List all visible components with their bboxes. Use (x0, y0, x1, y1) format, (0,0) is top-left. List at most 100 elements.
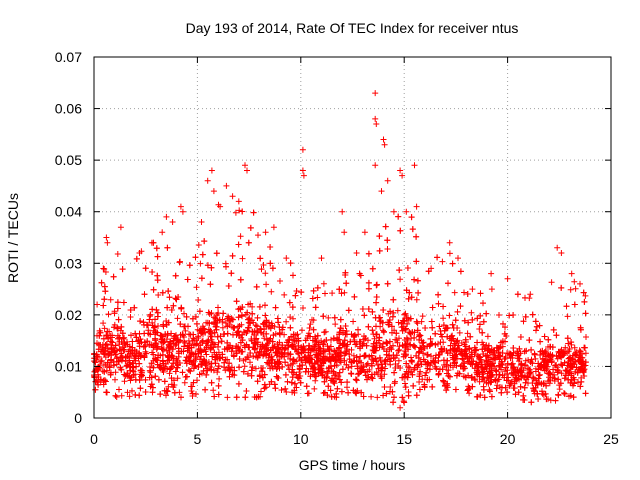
data-point (345, 389, 352, 396)
data-point (263, 323, 270, 330)
data-point (238, 312, 245, 319)
data-point (404, 336, 411, 343)
data-point (416, 333, 423, 340)
data-point (282, 385, 289, 392)
data-point (262, 384, 269, 391)
data-point (405, 369, 412, 376)
data-point (260, 365, 266, 371)
data-point (331, 362, 338, 369)
data-point (476, 354, 483, 361)
data-point (131, 304, 138, 311)
data-point (150, 364, 157, 371)
data-point (454, 337, 461, 344)
x-tick-label: 15 (396, 431, 412, 447)
data-point (336, 369, 343, 376)
data-point (486, 386, 493, 393)
data-point (556, 350, 563, 356)
data-point (283, 339, 290, 346)
data-point (456, 329, 463, 336)
data-point (141, 291, 148, 298)
data-point (293, 346, 300, 353)
data-point (331, 380, 338, 387)
data-point (502, 368, 508, 375)
data-point (258, 266, 265, 273)
data-point (479, 329, 486, 336)
data-point (289, 366, 296, 373)
data-point (244, 354, 251, 361)
data-point (317, 357, 324, 364)
data-point (236, 364, 243, 371)
data-point (440, 315, 447, 322)
data-point (402, 384, 409, 391)
data-point (528, 346, 535, 353)
data-point (323, 337, 330, 344)
y-tick-label: 0.07 (55, 49, 82, 65)
data-point (438, 349, 445, 355)
data-point (309, 295, 316, 302)
data-point (111, 349, 117, 356)
data-point (338, 388, 345, 395)
data-point (279, 349, 286, 356)
data-point (506, 350, 513, 357)
data-point (207, 281, 214, 288)
data-point (95, 381, 102, 388)
data-point (207, 333, 214, 340)
data-point (428, 265, 435, 272)
data-point (111, 324, 117, 331)
data-point (155, 292, 162, 298)
data-point (105, 311, 112, 318)
data-point (368, 374, 375, 381)
data-point (254, 354, 261, 361)
data-point (236, 207, 243, 214)
data-point (380, 136, 387, 143)
data-point (413, 258, 420, 265)
data-point (440, 322, 447, 329)
data-point (580, 289, 587, 296)
data-point (428, 353, 434, 360)
data-point (576, 352, 583, 359)
data-point (198, 275, 205, 282)
data-point (121, 340, 128, 347)
data-point (521, 384, 528, 391)
data-point (309, 316, 315, 323)
data-point (169, 353, 176, 360)
data-point (552, 397, 559, 404)
data-point (295, 337, 302, 344)
data-point (400, 353, 407, 360)
data-point (195, 242, 202, 248)
data-point (539, 388, 545, 395)
data-point (200, 331, 206, 337)
data-point (181, 310, 187, 317)
data-point (390, 342, 396, 349)
data-point (268, 378, 275, 385)
data-point (571, 301, 578, 308)
x-tick-label: 0 (90, 431, 98, 447)
data-point (215, 391, 222, 398)
data-point (101, 296, 108, 303)
data-point (216, 375, 223, 382)
data-point (447, 362, 454, 369)
data-point (361, 312, 368, 319)
data-point (100, 265, 107, 272)
data-point (165, 319, 172, 326)
data-point (271, 381, 278, 388)
data-point (451, 340, 458, 347)
data-point (357, 353, 364, 360)
data-point (172, 295, 179, 302)
data-point (129, 387, 135, 394)
data-point (542, 390, 549, 397)
data-point (244, 167, 250, 174)
data-point (545, 359, 552, 366)
data-point (333, 394, 340, 401)
data-point (103, 332, 110, 339)
data-point (254, 349, 260, 356)
data-point (416, 373, 423, 380)
data-point (261, 335, 268, 342)
data-point (136, 350, 143, 357)
data-point (553, 332, 560, 339)
data-point (282, 371, 289, 378)
data-point (95, 371, 101, 378)
data-point (217, 203, 224, 210)
data-point (318, 362, 325, 369)
y-tick-label: 0.04 (55, 204, 82, 220)
